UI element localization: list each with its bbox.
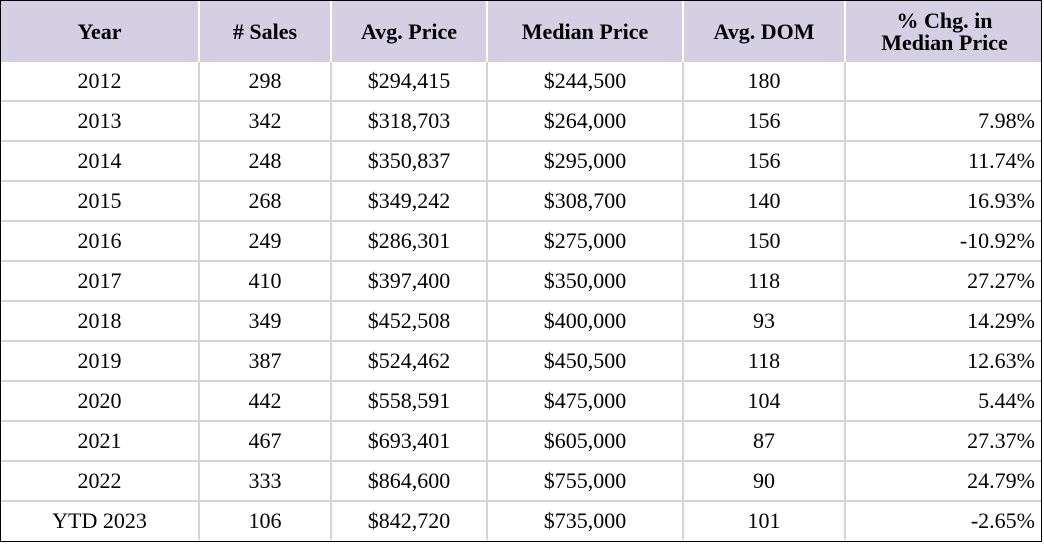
cell-sales: 248 [199, 140, 332, 181]
cell-avg-price: $864,600 [331, 460, 488, 501]
cell-avg-dom: 118 [683, 260, 846, 301]
cell-median-price: $350,000 [487, 260, 684, 301]
cell-sales: 268 [199, 180, 332, 221]
header-row: Year # Sales Avg. Price Median Price Avg… [1, 1, 1041, 62]
cell-avg-price: $286,301 [331, 220, 488, 261]
cell-avg-dom: 104 [683, 380, 846, 421]
cell-year: 2018 [1, 300, 200, 341]
cell-median-price: $755,000 [487, 460, 684, 501]
cell-avg-price: $350,837 [331, 140, 488, 181]
cell-year: 2015 [1, 180, 200, 221]
cell-median-price: $735,000 [487, 500, 684, 540]
header-sales: # Sales [199, 1, 332, 62]
cell-year: 2022 [1, 460, 200, 501]
cell-avg-price: $693,401 [331, 420, 488, 461]
cell-avg-dom: 156 [683, 100, 846, 141]
cell-year: 2012 [1, 62, 200, 101]
table-body: 2012 298 $294,415 $244,500 180 2013 342 $318,70… [1, 62, 1041, 540]
table-row: 2015 268 $349,242 $308,700 140 16.93% [1, 180, 1041, 221]
cell-avg-dom: 87 [683, 420, 846, 461]
cell-avg-dom: 150 [683, 220, 846, 261]
table-row: YTD 2023 106 $842,720 $735,000 101 -2.65% [1, 500, 1041, 540]
cell-median-price: $295,000 [487, 140, 684, 181]
cell-sales: 467 [199, 420, 332, 461]
table-row: 2016 249 $286,301 $275,000 150 -10.92% [1, 220, 1041, 261]
cell-median-price: $264,000 [487, 100, 684, 141]
cell-median-price: $244,500 [487, 62, 684, 101]
cell-sales: 387 [199, 340, 332, 381]
cell-pct-change: 24.79% [845, 460, 1041, 501]
cell-sales: 349 [199, 300, 332, 341]
cell-pct-change: -2.65% [845, 500, 1041, 540]
cell-pct-change: 5.44% [845, 380, 1041, 421]
table-row: 2017 410 $397,400 $350,000 118 27.27% [1, 260, 1041, 301]
cell-pct-change: 7.98% [845, 100, 1041, 141]
cell-year: 2019 [1, 340, 200, 381]
cell-year: 2021 [1, 420, 200, 461]
cell-avg-dom: 90 [683, 460, 846, 501]
cell-median-price: $275,000 [487, 220, 684, 261]
cell-avg-dom: 118 [683, 340, 846, 381]
cell-avg-price: $524,462 [331, 340, 488, 381]
header-avg-dom: Avg. DOM [683, 1, 846, 62]
cell-avg-dom: 101 [683, 500, 846, 540]
cell-sales: 342 [199, 100, 332, 141]
cell-pct-change: 16.93% [845, 180, 1041, 221]
header-avg-price: Avg. Price [331, 1, 488, 62]
cell-sales: 106 [199, 500, 332, 540]
cell-year: 2013 [1, 100, 200, 141]
table-row: 2021 467 $693,401 $605,000 87 27.37% [1, 420, 1041, 461]
cell-pct-change: 12.63% [845, 340, 1041, 381]
cell-avg-price: $452,508 [331, 300, 488, 341]
cell-avg-price: $294,415 [331, 62, 488, 101]
cell-year: 2017 [1, 260, 200, 301]
cell-avg-dom: 180 [683, 62, 846, 101]
cell-pct-change: 14.29% [845, 300, 1041, 341]
cell-sales: 410 [199, 260, 332, 301]
cell-avg-dom: 140 [683, 180, 846, 221]
header-pct-change: % Chg. in Median Price [845, 1, 1041, 62]
cell-year: YTD 2023 [1, 500, 200, 540]
cell-sales: 333 [199, 460, 332, 501]
table-row: 2020 442 $558,591 $475,000 104 5.44% [1, 380, 1041, 421]
cell-avg-dom: 156 [683, 140, 846, 181]
cell-year: 2014 [1, 140, 200, 181]
cell-sales: 298 [199, 62, 332, 101]
cell-avg-price: $349,242 [331, 180, 488, 221]
header-median-price: Median Price [487, 1, 684, 62]
cell-avg-dom: 93 [683, 300, 846, 341]
table-row: 2013 342 $318,703 $264,000 156 7.98% [1, 100, 1041, 141]
cell-pct-change: -10.92% [845, 220, 1041, 261]
cell-pct-change [845, 62, 1041, 101]
table-row: 2014 248 $350,837 $295,000 156 11.74% [1, 140, 1041, 181]
cell-median-price: $475,000 [487, 380, 684, 421]
table-row: 2018 349 $452,508 $400,000 93 14.29% [1, 300, 1041, 341]
cell-avg-price: $842,720 [331, 500, 488, 540]
cell-median-price: $308,700 [487, 180, 684, 221]
header-pct-change-line2: Median Price [881, 29, 1008, 55]
cell-sales: 249 [199, 220, 332, 261]
cell-avg-price: $558,591 [331, 380, 488, 421]
header-pct-change-line1: % Chg. in [896, 7, 993, 33]
table-row: 2012 298 $294,415 $244,500 180 [1, 62, 1041, 101]
table-header: Year # Sales Avg. Price Median Price Avg… [1, 1, 1041, 62]
cell-avg-price: $318,703 [331, 100, 488, 141]
cell-pct-change: 27.27% [845, 260, 1041, 301]
table-row: 2022 333 $864,600 $755,000 90 24.79% [1, 460, 1041, 501]
header-year: Year [1, 1, 200, 62]
cell-year: 2016 [1, 220, 200, 261]
cell-median-price: $605,000 [487, 420, 684, 461]
cell-median-price: $450,500 [487, 340, 684, 381]
cell-pct-change: 27.37% [845, 420, 1041, 461]
cell-pct-change: 11.74% [845, 140, 1041, 181]
cell-sales: 442 [199, 380, 332, 421]
cell-avg-price: $397,400 [331, 260, 488, 301]
cell-median-price: $400,000 [487, 300, 684, 341]
cell-year: 2020 [1, 380, 200, 421]
table-row: 2019 387 $524,462 $450,500 118 12.63% [1, 340, 1041, 381]
